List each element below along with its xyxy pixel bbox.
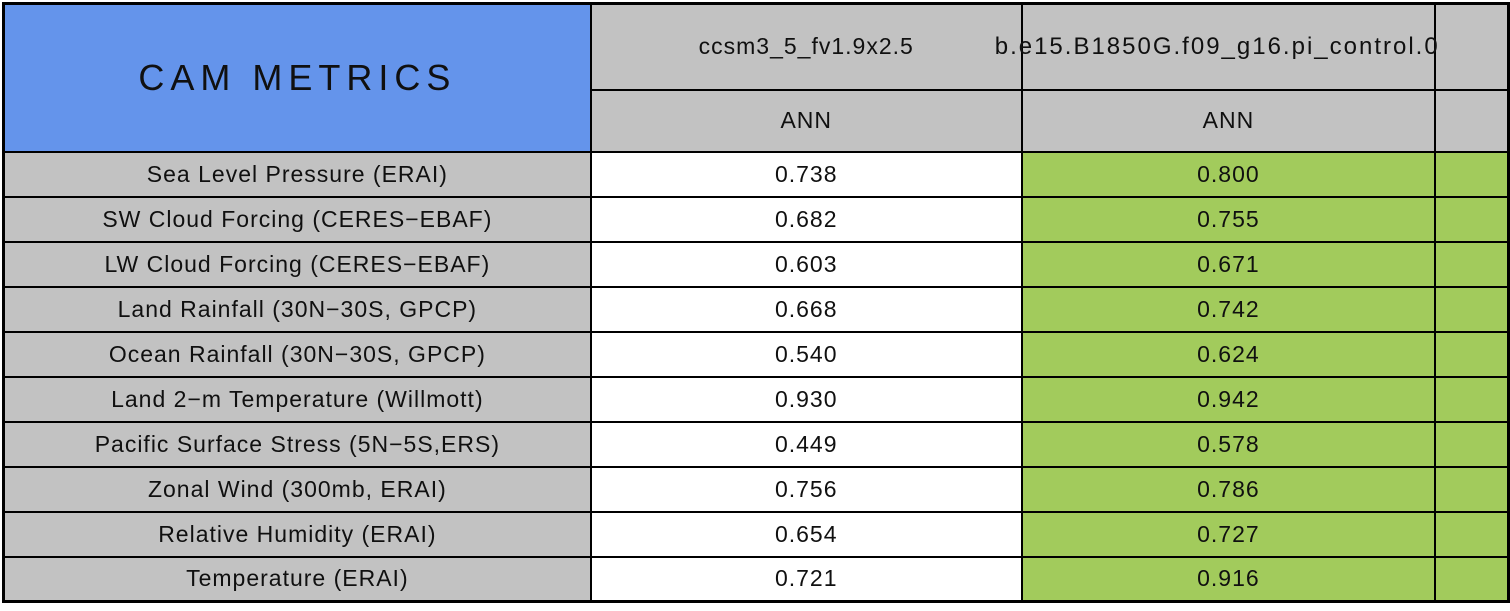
table-row: Zonal Wind (300mb, ERAI) 0.756 0.786 (2, 465, 1510, 513)
column-header-model-2: b.e15.B1850G.f09_g16.pi_control.0 (995, 2, 1438, 91)
table-row: Pacific Surface Stress (5N−5S,ERS) 0.449… (2, 420, 1510, 468)
clipped-season-header (1434, 88, 1510, 153)
metric-label: LW Cloud Forcing (CERES−EBAF) (2, 240, 592, 288)
model-1-name: ccsm3_5_fv1.9x2.5 (698, 33, 914, 60)
metric-value: 0.624 (1020, 330, 1437, 378)
metric-value: 0.942 (1020, 375, 1437, 423)
metric-label: Relative Humidity (ERAI) (2, 510, 592, 558)
table-row: LW Cloud Forcing (CERES−EBAF) 0.603 0.67… (2, 240, 1510, 288)
metric-value: 0.930 (589, 375, 1023, 423)
season-1-label: ANN (780, 107, 832, 133)
clipped-value-cell (1434, 195, 1510, 243)
table-title: CAM METRICS (138, 56, 457, 98)
table-row: Sea Level Pressure (ERAI) 0.738 0.800 (2, 150, 1510, 198)
table-row: Land 2−m Temperature (Willmott) 0.930 0.… (2, 375, 1510, 423)
clipped-column-header (1434, 2, 1510, 91)
metric-value: 0.800 (1020, 150, 1437, 198)
metric-value: 0.727 (1020, 510, 1437, 558)
clipped-value-cell (1434, 510, 1510, 558)
metric-value: 0.916 (1020, 555, 1437, 603)
season-header-2: ANN (1020, 88, 1437, 153)
metric-value: 0.721 (589, 555, 1023, 603)
metric-value: 0.654 (589, 510, 1023, 558)
season-2-label: ANN (1202, 107, 1255, 133)
table-title-cell: CAM METRICS (2, 2, 592, 153)
table-row: SW Cloud Forcing (CERES−EBAF) 0.682 0.75… (2, 195, 1510, 243)
metric-value: 0.786 (1020, 465, 1437, 513)
clipped-value-cell (1434, 465, 1510, 513)
header-row-models: CAM METRICS ccsm3_5_fv1.9x2.5 b.e15.B185… (2, 2, 1510, 153)
header-row-seasons: ANN ANN (4, 88, 1510, 153)
metric-value: 0.755 (1020, 195, 1437, 243)
metric-value: 0.578 (1020, 420, 1437, 468)
clipped-value-cell (1434, 150, 1510, 198)
metric-value: 0.738 (589, 150, 1023, 198)
table-row: Temperature (ERAI) 0.721 0.916 (2, 555, 1510, 603)
metric-value: 0.668 (589, 285, 1023, 333)
metric-value: 0.756 (589, 465, 1023, 513)
clipped-value-cell (1434, 330, 1510, 378)
table-row: Ocean Rainfall (30N−30S, GPCP) 0.540 0.6… (2, 330, 1510, 378)
metric-value: 0.603 (589, 240, 1023, 288)
metric-label: Land 2−m Temperature (Willmott) (2, 375, 592, 423)
column-header-model-1: ccsm3_5_fv1.9x2.5 (589, 2, 1023, 91)
metric-value: 0.682 (589, 195, 1023, 243)
metric-label: Temperature (ERAI) (2, 555, 592, 603)
season-header-1: ANN (589, 88, 1023, 153)
metric-label: SW Cloud Forcing (CERES−EBAF) (2, 195, 592, 243)
table-row: Relative Humidity (ERAI) 0.654 0.727 (2, 510, 1510, 558)
clipped-value-cell (1434, 375, 1510, 423)
metric-value: 0.671 (1020, 240, 1437, 288)
table-row: Land Rainfall (30N−30S, GPCP) 0.668 0.74… (2, 285, 1510, 333)
metric-label: Pacific Surface Stress (5N−5S,ERS) (2, 420, 592, 468)
metric-value: 0.449 (589, 420, 1023, 468)
metric-label: Ocean Rainfall (30N−30S, GPCP) (2, 330, 592, 378)
metric-label: Zonal Wind (300mb, ERAI) (2, 465, 592, 513)
metric-label: Land Rainfall (30N−30S, GPCP) (2, 285, 592, 333)
metric-value: 0.540 (589, 330, 1023, 378)
clipped-value-cell (1434, 555, 1510, 603)
metric-value: 0.742 (1020, 285, 1437, 333)
clipped-value-cell (1434, 240, 1510, 288)
metric-label: Sea Level Pressure (ERAI) (2, 150, 592, 198)
clipped-value-cell (1434, 420, 1510, 468)
model-2-name: b.e15.B1850G.f09_g16.pi_control.0 (994, 32, 1440, 60)
clipped-value-cell (1434, 285, 1510, 333)
